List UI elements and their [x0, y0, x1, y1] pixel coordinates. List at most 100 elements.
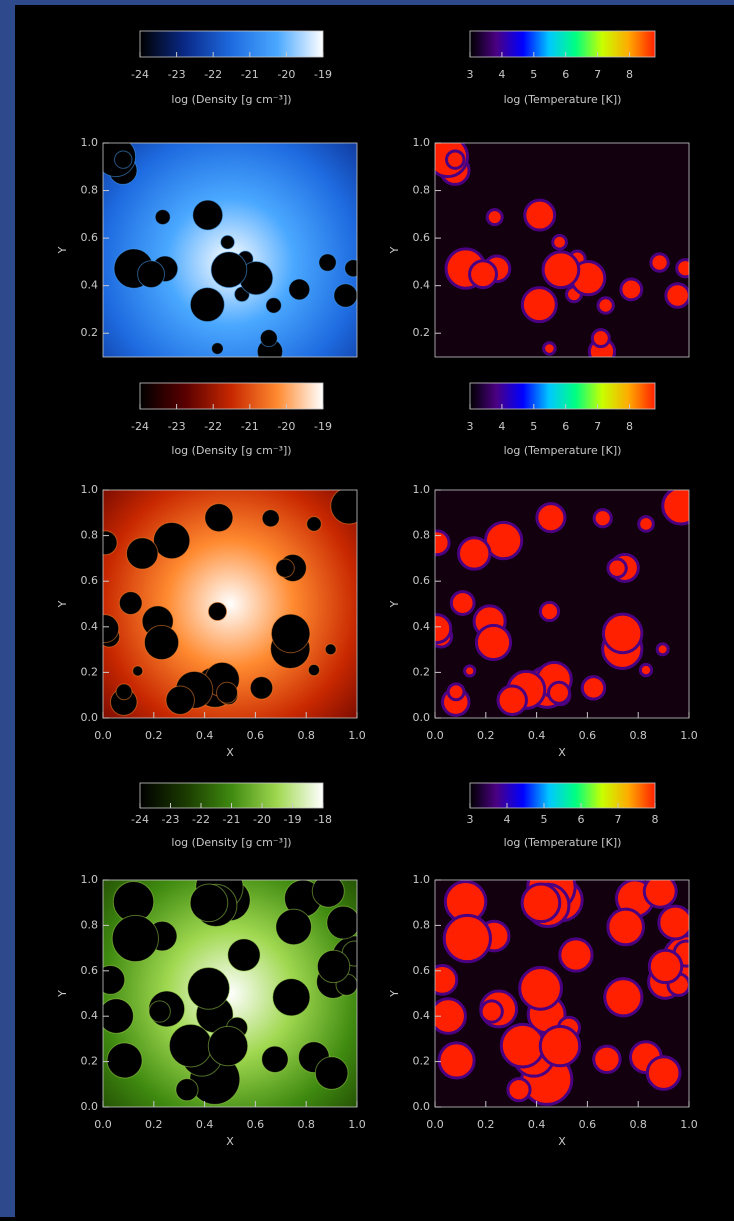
hot-bubble: [448, 684, 464, 700]
y-tick-label: 0.8: [413, 529, 431, 542]
x-tick-label: 0.4: [528, 729, 546, 742]
colorbar-tick-label: -23: [162, 813, 180, 826]
y-axis-label: Y: [388, 246, 401, 254]
hot-bubble: [592, 330, 609, 347]
colorbar-tick-label: 4: [504, 813, 511, 826]
y-tick-label: 0.8: [81, 918, 99, 931]
x-tick-label: 0.2: [145, 1118, 163, 1131]
void: [190, 288, 224, 322]
colorbar-tick-label: 4: [498, 420, 505, 433]
void: [221, 235, 235, 249]
y-tick-label: 0.8: [81, 184, 99, 197]
hot-bubble: [549, 682, 570, 703]
hot-bubble: [520, 967, 562, 1009]
y-axis-label: Y: [388, 990, 401, 998]
void: [307, 517, 322, 532]
void: [107, 1043, 142, 1078]
colorbar-tick-label: -21: [223, 813, 241, 826]
void: [334, 284, 358, 308]
colorbar: [470, 31, 655, 57]
colorbar-tick-label: -19: [284, 813, 302, 826]
hot-bubble: [439, 1043, 474, 1078]
x-tick-label: 1.0: [680, 729, 698, 742]
hot-bubble: [651, 254, 668, 271]
colorbar-tick-label: -24: [131, 68, 149, 81]
y-tick-label: 0.0: [413, 711, 431, 724]
hot-bubble: [522, 884, 560, 922]
y-tick-label: 0.8: [81, 529, 99, 542]
hot-bubble: [481, 1001, 502, 1022]
x-tick-label: 0.6: [247, 729, 265, 742]
x-tick-label: 0.6: [579, 1118, 597, 1131]
x-tick-label: 0.2: [477, 1118, 495, 1131]
y-tick-label: 0.4: [413, 279, 431, 292]
x-tick-label: 0.4: [196, 1118, 214, 1131]
map: [96, 863, 377, 1107]
y-tick-label: 0.6: [413, 964, 431, 977]
hot-bubble: [649, 950, 681, 982]
y-axis-label: Y: [56, 246, 69, 254]
void: [208, 1026, 247, 1065]
hot-bubble: [594, 510, 611, 527]
hot-bubble: [560, 939, 592, 971]
x-axis-label: X: [226, 1135, 234, 1148]
colorbar-tick-label: 5: [530, 68, 537, 81]
y-tick-label: 0.6: [413, 574, 431, 587]
colorbar-tick-label: -24: [131, 813, 149, 826]
void: [205, 504, 233, 532]
y-tick-label: 1.0: [413, 136, 431, 149]
void: [317, 950, 349, 982]
y-axis-label: Y: [388, 600, 401, 608]
x-axis-label: X: [226, 746, 234, 759]
colorbar-tick-label: 6: [562, 68, 569, 81]
hot-bubble: [603, 614, 642, 653]
x-axis-label: X: [558, 1135, 566, 1148]
colorbar-tick-label: 6: [578, 813, 585, 826]
hot-bubble: [470, 261, 497, 288]
map: [91, 488, 367, 718]
colorbar-tick-label: -23: [168, 68, 186, 81]
hot-bubble: [621, 279, 642, 300]
x-tick-label: 0.8: [297, 1118, 315, 1131]
hot-bubble: [598, 298, 613, 313]
hot-bubble: [594, 1046, 620, 1072]
void: [319, 254, 336, 271]
void: [190, 884, 228, 922]
y-tick-label: 1.0: [81, 136, 99, 149]
x-tick-label: 0.8: [629, 729, 647, 742]
hot-bubble: [553, 235, 567, 249]
void: [260, 330, 277, 347]
void: [176, 1079, 198, 1101]
colorbar-label: log (Temperature [K]): [504, 444, 622, 457]
x-tick-label: 0.6: [247, 1118, 265, 1131]
colorbar-tick-label: 3: [467, 68, 474, 81]
hot-bubble: [459, 538, 490, 569]
colorbar-tick-label: -22: [204, 68, 222, 81]
map: [428, 863, 709, 1107]
colorbar: [140, 31, 323, 57]
y-tick-label: 0.6: [81, 964, 99, 977]
colorbar: [470, 783, 655, 808]
x-tick-label: 0.0: [426, 1118, 444, 1131]
x-tick-label: 0.4: [196, 729, 214, 742]
map: [423, 488, 699, 718]
void: [262, 510, 279, 527]
colorbar-tick-label: 7: [594, 420, 601, 433]
void: [127, 538, 158, 569]
y-tick-label: 0.2: [81, 326, 99, 339]
page: -24-23-22-21-20-19log (Density [g cm⁻³])…: [0, 0, 734, 1221]
hot-bubble: [582, 677, 604, 699]
void: [166, 686, 194, 714]
y-tick-label: 0.0: [413, 1100, 431, 1113]
hot-bubble: [525, 200, 555, 230]
figure: -24-23-22-21-20-19log (Density [g cm⁻³])…: [0, 0, 734, 1217]
x-tick-label: 1.0: [680, 1118, 698, 1131]
x-tick-label: 0.0: [94, 1118, 112, 1131]
void: [144, 625, 178, 659]
y-tick-label: 0.4: [413, 620, 431, 633]
colorbar: [470, 383, 655, 409]
colorbar-tick-label: 3: [467, 813, 474, 826]
colorbar-tick-label: -22: [204, 420, 222, 433]
void: [116, 684, 132, 700]
colorbar-label: log (Density [g cm⁻³]): [171, 444, 291, 457]
